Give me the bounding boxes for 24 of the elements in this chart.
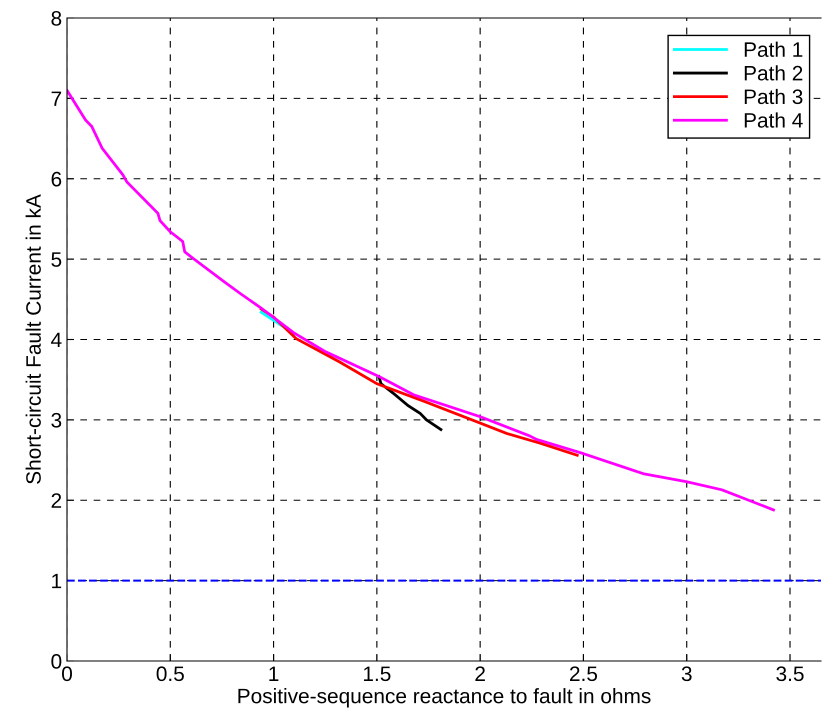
y-tick-label: 5	[51, 252, 62, 267]
x-tick-label: 2.5	[570, 666, 598, 682]
x-tick-label: 2	[475, 666, 485, 681]
x-tick-label: 3.5	[776, 666, 804, 682]
y-axis-title: Short-circuit Fault Current in kA	[26, 194, 41, 484]
x-tick-label: 3	[682, 666, 692, 682]
x-axis-title: Positive-sequence reactance to fault in ohms	[238, 688, 651, 708]
y-tick-label: 8	[51, 11, 62, 26]
y-tick-label: 3	[51, 412, 62, 428]
y-tick-label: 1	[52, 574, 62, 588]
legend-label: Path 1	[744, 42, 802, 57]
x-tick-label: 0	[62, 666, 72, 682]
legend-label: Path 3	[744, 88, 802, 104]
line-series	[260, 308, 579, 457]
y-tick-label: 6	[52, 172, 62, 187]
legend-label: Path 2	[744, 65, 802, 81]
y-tick-label: 2	[52, 493, 62, 508]
y-tick-label: 0	[51, 654, 62, 669]
legend-label: Path 4	[744, 112, 803, 128]
x-tick-label: 1.5	[364, 666, 390, 682]
x-tick-label: 1	[269, 666, 278, 681]
y-tick-label: 4	[51, 332, 62, 348]
y-tick-label: 7	[52, 92, 62, 106]
x-tick-label: 0.5	[156, 666, 184, 682]
